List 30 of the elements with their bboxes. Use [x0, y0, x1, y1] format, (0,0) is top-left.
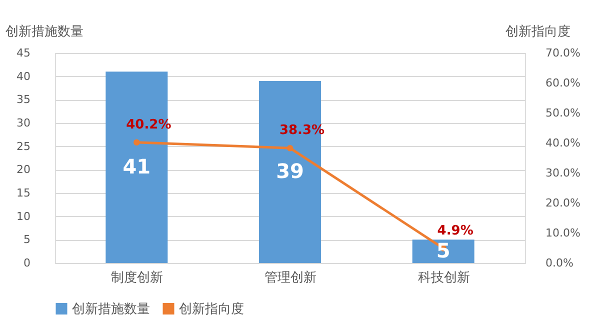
y2-tick-label: 20.0%	[546, 196, 580, 210]
legend-label: 创新指向度	[179, 300, 244, 317]
data-label: 4.9%	[437, 223, 474, 238]
y-tick-label: 15	[16, 186, 30, 200]
data-label: 41	[122, 154, 151, 178]
data-label: 39	[276, 159, 304, 183]
y2-tick-label: 50.0%	[546, 106, 580, 120]
y2-tick-label: 40.0%	[546, 136, 580, 150]
point	[134, 139, 140, 146]
y-tick-label: 20	[16, 163, 30, 176]
y-tick-label: 30	[16, 116, 30, 130]
x-tick-label: 管理创新	[264, 270, 316, 286]
y2-tick-label: 70.0%	[546, 46, 580, 60]
y-tick-label: 0	[24, 256, 30, 270]
y2-tick-label: 0.0%	[546, 256, 574, 270]
y-tick-label: 25	[16, 140, 30, 153]
x-tick-label: 科技创新	[418, 270, 470, 286]
y-tick-label: 5	[24, 233, 30, 246]
legend-label: 创新措施数量	[72, 302, 150, 317]
point	[286, 144, 294, 152]
y-axis-title: 创新措施数量	[6, 24, 84, 40]
x-tick-label: 制度创新	[111, 270, 164, 286]
y-tick-label: 35	[16, 93, 30, 106]
y2-tick-label: 60.0%	[546, 76, 580, 90]
y-tick-label: 45	[16, 46, 30, 60]
y2-tick-label: 30.0%	[546, 166, 580, 180]
y-tick-label: 10	[16, 210, 30, 223]
y2-axis-title: 创新指向度	[506, 24, 570, 40]
y2-tick-label: 10.0%	[546, 226, 580, 240]
y-tick-label: 40	[16, 70, 30, 83]
